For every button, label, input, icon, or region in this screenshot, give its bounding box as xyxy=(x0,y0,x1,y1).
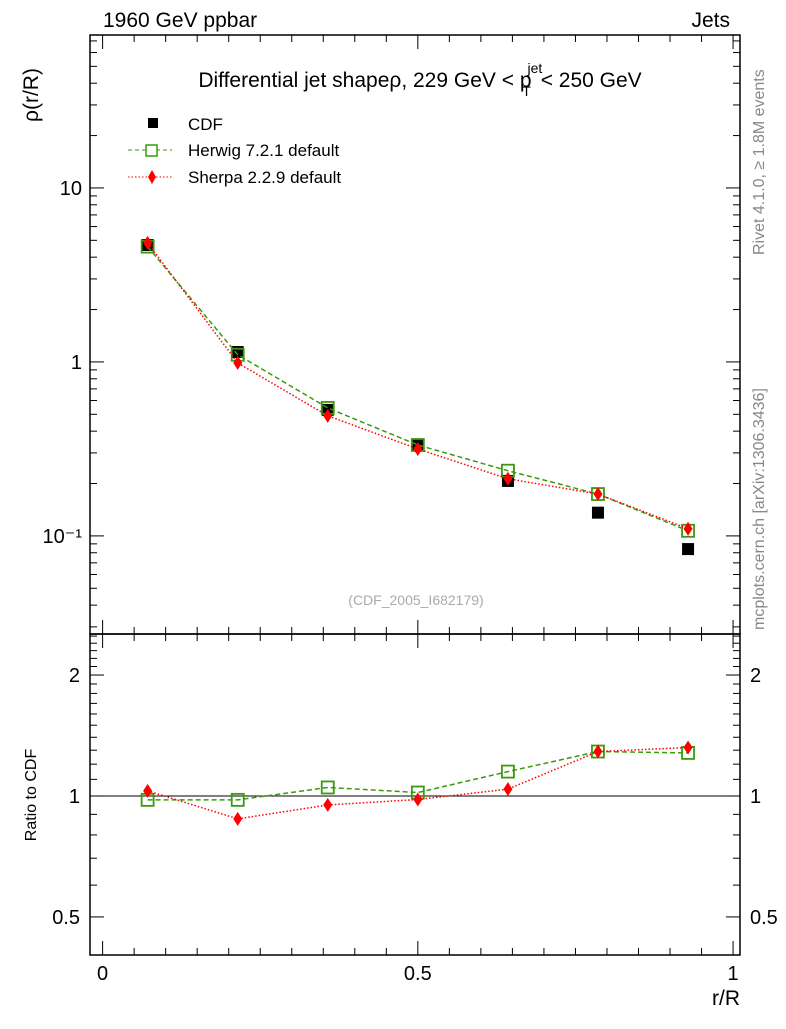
main-point-sherpa xyxy=(593,487,603,502)
main-point-sherpa xyxy=(143,235,153,250)
mcplots-label: mcplots.cern.ch [arXiv:1306.3436] xyxy=(751,388,768,630)
main-point-sherpa xyxy=(683,521,693,536)
legend-sherpa-label: Sherpa 2.2.9 default xyxy=(188,168,341,187)
main-point-cdf xyxy=(682,543,695,556)
main-point-sherpa xyxy=(233,355,243,370)
x-tick-label: 0.5 xyxy=(404,963,432,985)
legend-sherpa-marker xyxy=(148,170,156,184)
ratio-y-tick-label-right: 1 xyxy=(750,786,761,808)
header-left: 1960 GeV ppbar xyxy=(103,9,257,32)
main-line-sherpa xyxy=(147,242,689,530)
x-tick-label: 0 xyxy=(97,963,108,985)
x-tick-label: 1 xyxy=(728,963,739,985)
ratio-line-herwig xyxy=(147,750,689,801)
ratio-frame xyxy=(89,633,741,956)
y-axis-label: ρ(r/R) xyxy=(20,68,43,122)
legend: CDF Herwig 7.2.1 default Sherpa 2.2.9 de… xyxy=(128,115,341,187)
header-right: Jets xyxy=(691,9,730,32)
main-point-cdf xyxy=(591,506,604,519)
ratio-line-sherpa xyxy=(147,746,689,820)
ratio-y-tick-label: 2 xyxy=(69,665,80,687)
ratio-point-sherpa xyxy=(413,792,423,807)
ratio-y-tick-label: 0.5 xyxy=(52,907,80,929)
ratio-point-herwig xyxy=(501,764,515,779)
ratio-y-tick-label: 1 xyxy=(69,786,80,808)
ratio-point-sherpa xyxy=(593,744,603,759)
y-tick-label: 10 xyxy=(60,178,82,200)
y-tick-label: 10⁻¹ xyxy=(43,526,83,548)
ratio-point-sherpa xyxy=(683,740,693,755)
ratio-point-sherpa xyxy=(503,782,513,797)
legend-cdf-marker xyxy=(148,118,158,128)
rivet-label: Rivet 4.1.0, ≥ 1.8M events xyxy=(751,69,768,255)
ratio-y-axis-label: Ratio to CDF xyxy=(23,749,40,842)
ratio-y-tick-label-right: 0.5 xyxy=(750,907,778,929)
x-axis-label: r/R xyxy=(712,987,740,1010)
ratio-y-tick-label-right: 2 xyxy=(750,665,761,687)
y-tick-label: 1 xyxy=(71,352,82,374)
legend-herwig-label: Herwig 7.2.1 default xyxy=(188,141,339,160)
ratio-point-herwig xyxy=(320,780,335,795)
main-line-herwig xyxy=(147,246,689,532)
ratio-point-sherpa xyxy=(143,783,153,798)
ratio-point-sherpa xyxy=(323,797,333,812)
main-point-sherpa xyxy=(503,471,513,486)
main-point-sherpa xyxy=(323,408,333,423)
ratio-point-sherpa xyxy=(233,811,243,826)
chart-title: Differential jet shapeρ, 229 GeV < pjet T… xyxy=(198,60,641,99)
analysis-watermark: (CDF_2005_I682179) xyxy=(348,592,483,608)
ratio-point-herwig xyxy=(230,792,245,807)
main-point-sherpa xyxy=(413,441,423,456)
legend-herwig-marker xyxy=(145,144,158,157)
legend-cdf-label: CDF xyxy=(188,115,223,134)
